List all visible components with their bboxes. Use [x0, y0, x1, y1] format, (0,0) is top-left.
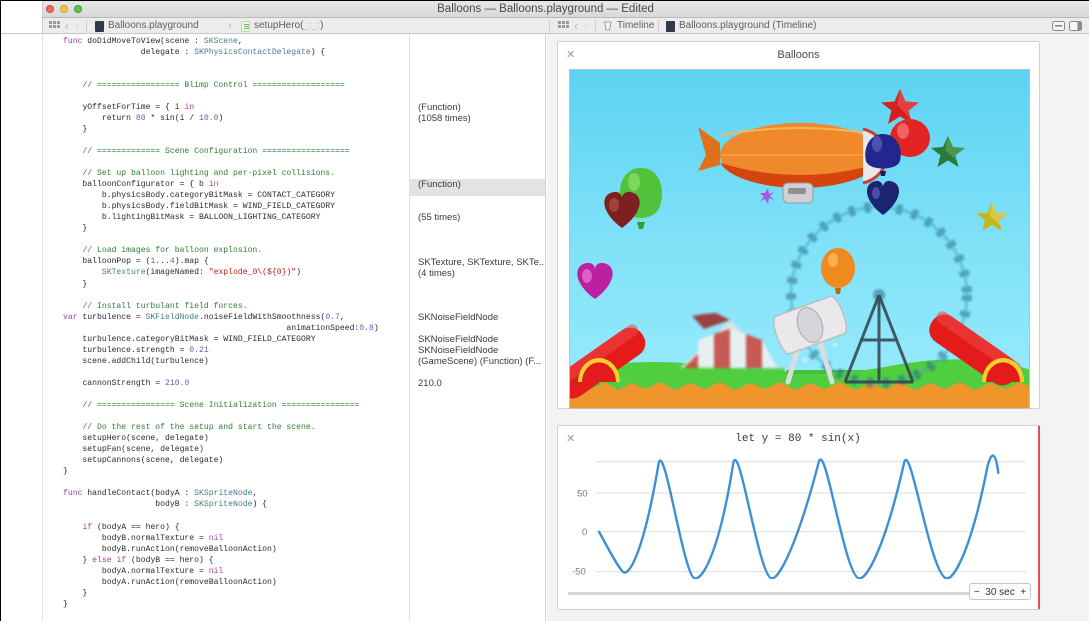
svg-text:50: 50 — [577, 489, 588, 500]
svg-text:0: 0 — [582, 527, 587, 538]
svg-text:-50: -50 — [572, 567, 586, 578]
